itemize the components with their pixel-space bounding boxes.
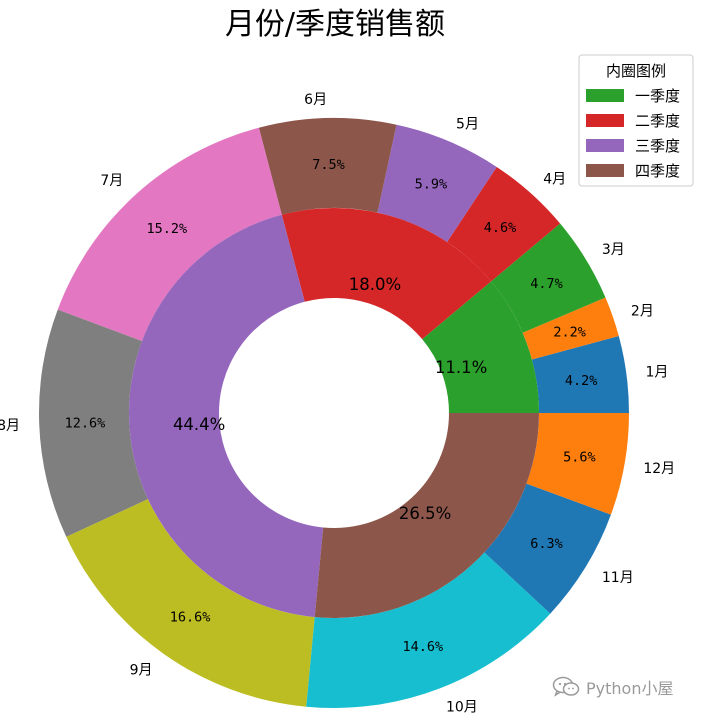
legend-swatch bbox=[586, 89, 624, 102]
inner-slice bbox=[422, 281, 539, 413]
month-label: 2月 bbox=[631, 303, 654, 319]
outer-slice bbox=[522, 297, 619, 360]
legend-swatch bbox=[586, 164, 624, 177]
inner-ring bbox=[128, 208, 539, 619]
quarter-percent-label: 26.5% bbox=[399, 504, 451, 523]
legend-swatch bbox=[586, 139, 624, 152]
outer-slice bbox=[526, 413, 629, 515]
legend-label: 一季度 bbox=[635, 87, 680, 105]
legend-label: 四季度 bbox=[635, 162, 680, 180]
month-percent-label: 4.2% bbox=[565, 373, 598, 389]
outer-ring bbox=[39, 117, 629, 708]
month-label: 4月 bbox=[543, 172, 566, 188]
month-label: 8月 bbox=[0, 418, 20, 434]
legend-label: 二季度 bbox=[635, 112, 680, 130]
legend-label: 三季度 bbox=[635, 137, 680, 155]
month-percent-label: 7.5% bbox=[312, 157, 345, 173]
month-percent-label: 16.6% bbox=[170, 609, 211, 625]
month-percent-label: 6.3% bbox=[530, 536, 563, 552]
month-percent-label: 4.6% bbox=[484, 220, 517, 236]
outer-slice bbox=[258, 117, 397, 215]
outer-slice bbox=[491, 223, 606, 333]
month-label: 10月 bbox=[446, 700, 478, 716]
month-percent-label: 15.2% bbox=[146, 221, 187, 237]
outer-slice bbox=[66, 499, 315, 707]
outer-slice bbox=[377, 124, 497, 243]
month-label: 3月 bbox=[602, 242, 625, 258]
month-label: 11月 bbox=[602, 570, 634, 586]
month-label: 7月 bbox=[100, 173, 123, 189]
labels-layer: 1月 4.2% 2月 2.2% 3月 4.7% 4月 4.6% 5月 5.9% 6月 7.5% 7月 15… bbox=[0, 92, 675, 716]
outer-slice bbox=[484, 483, 611, 614]
month-percent-label: 4.7% bbox=[530, 276, 563, 292]
legend-swatch bbox=[586, 114, 624, 127]
month-label: 1月 bbox=[645, 365, 668, 381]
month-percent-label: 14.6% bbox=[403, 639, 444, 655]
legend-title: 内圈图例 bbox=[606, 62, 666, 80]
month-label: 5月 bbox=[456, 117, 479, 133]
outer-slice bbox=[57, 127, 282, 342]
quarter-percent-label: 11.1% bbox=[435, 358, 487, 377]
month-percent-label: 5.6% bbox=[563, 450, 596, 466]
outer-slice bbox=[39, 309, 148, 537]
month-label: 12月 bbox=[643, 461, 675, 477]
inner-slice bbox=[314, 413, 539, 619]
outer-slice bbox=[447, 166, 561, 282]
quarter-percent-label: 44.4% bbox=[173, 415, 225, 434]
quarter-percent-label: 18.0% bbox=[349, 275, 401, 294]
inner-slice bbox=[281, 208, 492, 340]
inner-slice bbox=[128, 214, 324, 618]
month-percent-label: 12.6% bbox=[65, 415, 106, 431]
month-label: 6月 bbox=[304, 92, 327, 108]
month-percent-label: 2.2% bbox=[553, 325, 586, 341]
outer-slice bbox=[306, 552, 551, 708]
wechat-icon bbox=[552, 676, 580, 697]
legend-frame bbox=[578, 54, 694, 187]
outer-slice bbox=[531, 336, 629, 413]
chart-title: 月份/季度销售额 bbox=[225, 7, 445, 42]
watermark: Python小屋 bbox=[552, 676, 673, 698]
watermark-text: Python小屋 bbox=[586, 679, 674, 698]
month-percent-label: 5.9% bbox=[415, 176, 448, 192]
month-label: 9月 bbox=[130, 662, 153, 678]
